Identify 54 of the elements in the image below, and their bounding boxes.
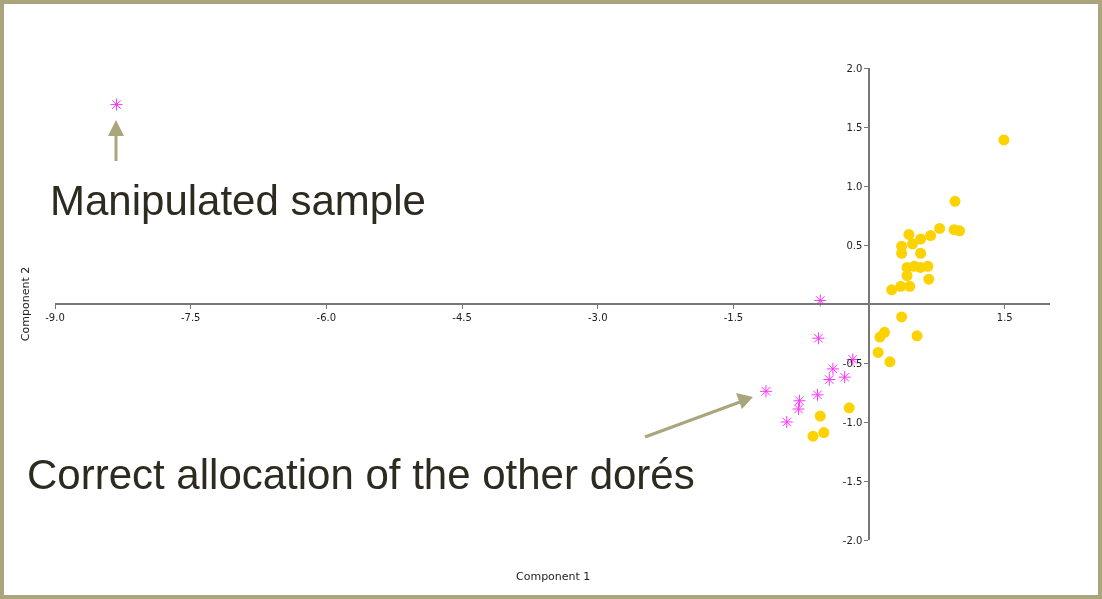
point: [843, 402, 855, 414]
point: [874, 331, 886, 343]
y-tick-label: 1.0: [846, 180, 863, 192]
point: [792, 394, 806, 408]
point: [954, 225, 966, 237]
point: [949, 195, 961, 207]
point: [923, 273, 935, 285]
point: [998, 134, 1010, 146]
x-axis-title: Component 1: [516, 570, 591, 583]
y-tick-label: 1.5: [846, 121, 863, 133]
point: [896, 311, 908, 323]
point: [813, 293, 827, 307]
point: [780, 415, 794, 429]
point: [925, 230, 937, 242]
point: [792, 402, 806, 416]
point: [922, 260, 934, 272]
x-tick-label: -9.0: [45, 311, 65, 323]
y-tick-label: 0.5: [846, 239, 863, 251]
y-tick-label: -1.5: [842, 475, 863, 487]
x-tick-label: -7.5: [180, 311, 201, 323]
point: [904, 280, 916, 292]
point: [826, 362, 840, 376]
y-tick-label: 2.0: [846, 62, 863, 74]
point: [915, 247, 927, 259]
point: [759, 384, 773, 398]
annotation: Manipulated sample: [50, 177, 426, 224]
point: [895, 280, 907, 292]
point: [807, 430, 819, 442]
point: [822, 373, 836, 387]
point: [901, 270, 913, 282]
point: [818, 427, 830, 439]
point: [811, 388, 825, 402]
point: [872, 346, 884, 358]
point: [886, 284, 898, 296]
point: [814, 410, 826, 422]
y-tick-label: -1.0: [842, 416, 863, 428]
point: [811, 331, 825, 345]
y-axis-title: Component 2: [19, 266, 33, 342]
point: [903, 228, 915, 240]
point: [915, 233, 927, 245]
x-tick-label: 1.5: [996, 311, 1013, 323]
y-tick-label: -0.5: [842, 357, 863, 369]
annotation: Correct allocation of the other dorés: [27, 451, 695, 498]
point: [884, 356, 896, 368]
point: [838, 370, 852, 384]
point: [907, 238, 919, 250]
x-tick-label: -3.0: [587, 311, 608, 323]
x-tick-label: -4.5: [452, 311, 472, 323]
x-tick-label: -1.5: [723, 311, 744, 323]
point: [911, 330, 923, 342]
point: [110, 98, 124, 112]
point: [934, 222, 946, 234]
x-tick-label: -6.0: [316, 311, 337, 323]
y-tick-label: -2.0: [842, 534, 863, 546]
